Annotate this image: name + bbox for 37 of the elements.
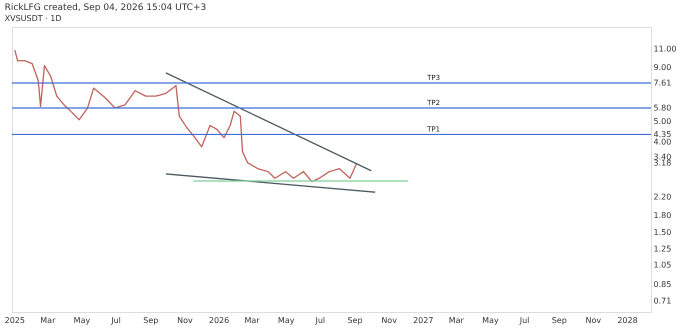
x-tick-label: Nov [177, 316, 193, 325]
x-tick-label: 2025 [4, 316, 25, 325]
x-tick-label: May [482, 316, 499, 325]
y-tick-label: 1.50 [654, 228, 672, 237]
y-tick-label: 1.25 [654, 244, 672, 254]
y-tick-label: 5.80 [654, 103, 672, 112]
x-tick-label: Nov [381, 316, 398, 325]
y-tick-label: 5.00 [654, 117, 672, 126]
y-tick-label: 0.71 [654, 296, 672, 306]
chart-subtitle: XVSUSDT · 1D [4, 14, 62, 23]
x-tick-label: Jul [110, 316, 121, 325]
x-tick-label: 2027 [413, 316, 434, 325]
x-tick-label: May [278, 316, 295, 325]
y-tick-label: 1.80 [654, 211, 672, 220]
y-tick-label: 3.18 [654, 158, 672, 168]
y-tick-label: 4.00 [654, 138, 672, 147]
x-tick-label: Sep [347, 316, 363, 325]
chart-title: RickLFG created, Sep 04, 2026 15:04 UTC+3 [4, 3, 206, 13]
x-tick-label: Jul [518, 316, 530, 325]
x-tick-label: Sep [143, 316, 158, 325]
y-tick-label: 11.00 [654, 44, 676, 54]
x-tick-label: Mar [40, 316, 56, 325]
x-tick-label: Mar [244, 316, 260, 325]
x-tick-label: May [74, 316, 90, 325]
x-tick-label: Jul [314, 316, 326, 325]
line-series [14, 49, 358, 182]
x-tick-label: Sep [552, 316, 567, 325]
y-tick-label: 1.05 [654, 260, 672, 270]
x-tick-label: Nov [586, 316, 602, 325]
x-tick-label: 2028 [617, 316, 638, 325]
y-tick-label: 4.35 [654, 130, 672, 139]
y-tick-label: 7.61 [654, 78, 672, 88]
x-tick-label: 2026 [208, 316, 230, 325]
y-tick-label: 0.85 [654, 280, 672, 289]
y-tick-label: 2.20 [654, 192, 672, 202]
x-tick-label: Mar [448, 316, 465, 325]
y-tick-label: 9.00 [654, 63, 672, 72]
